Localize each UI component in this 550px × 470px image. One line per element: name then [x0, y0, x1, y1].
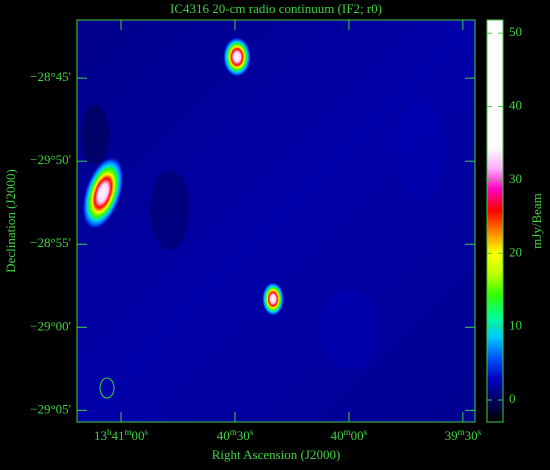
x-tick-label: 40m30s [217, 427, 254, 443]
colorbar-tick-label: 40 [509, 98, 522, 113]
y-tick-label: −29°50' [30, 152, 71, 167]
noise [150, 170, 190, 250]
x-axis-label: Right Ascension (J2000) [212, 447, 341, 462]
plot-frame [76, 19, 476, 423]
noise [320, 290, 380, 370]
chart-title: IC4316 20-cm radio continuum (IF2; r0) [170, 1, 382, 16]
colorbar-frame [486, 19, 504, 423]
noise [81, 105, 109, 165]
beam [99, 377, 115, 399]
x-tick-label: 39m30s [445, 427, 482, 443]
y-tick-label: −28°55' [30, 235, 71, 250]
colorbar [487, 20, 503, 422]
y-tick-label: −28°45' [30, 69, 71, 84]
colorbar-label: mJy/Beam [529, 193, 544, 249]
y-axis-label: Declination (J2000) [3, 169, 18, 273]
colorbar-tick-label: 10 [509, 318, 522, 333]
radio-source [262, 282, 284, 316]
x-tick-label: 40m00s [331, 427, 368, 443]
radio-source [82, 156, 124, 230]
colorbar-tick-label: 30 [509, 171, 522, 186]
y-tick-label: −29°00' [30, 318, 71, 333]
colorbar-tick-label: 50 [509, 24, 522, 39]
colorbar-tick-label: 20 [509, 244, 522, 259]
colorbar-tick-label: 0 [509, 391, 516, 406]
image-background [77, 20, 475, 422]
x-tick-label: 13h41m00s [94, 427, 149, 443]
y-tick-label: −29°05' [30, 401, 71, 416]
noise [395, 100, 445, 200]
radio-source [223, 37, 251, 77]
